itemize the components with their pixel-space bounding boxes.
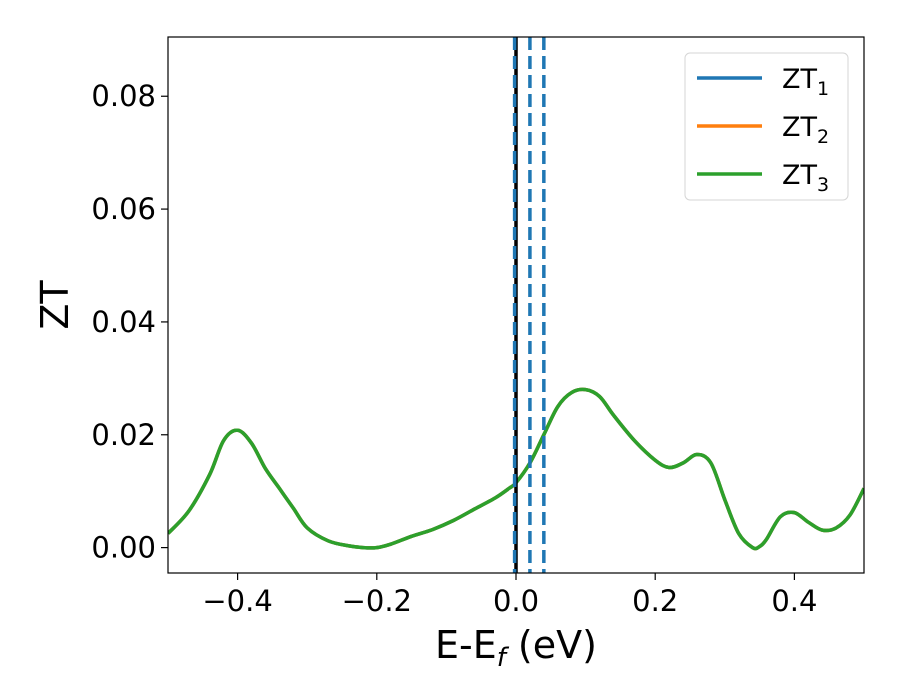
x-axis-ticks: −0.4 −0.2 0.0 0.2 0.4	[202, 573, 817, 618]
x-tick-label: 0.2	[632, 584, 678, 618]
x-axis-title-sub: f	[497, 643, 510, 673]
x-tick-label: −0.4	[202, 584, 272, 618]
series-layer	[168, 387, 864, 551]
x-tick-label: −0.2	[342, 584, 412, 618]
legend-label-zt2: ZT2	[782, 112, 829, 148]
y-axis-ticks: 0.00 0.02 0.04 0.06 0.08	[91, 79, 168, 565]
y-tick-label: 0.04	[91, 305, 156, 339]
x-axis-title-main: E-E	[435, 623, 497, 667]
y-tick-label: 0.08	[91, 79, 156, 113]
y-axis-title: ZT	[33, 280, 77, 330]
x-axis-title: E-Ef (eV)	[435, 623, 597, 673]
x-axis-title-unit: (eV)	[518, 623, 597, 667]
x-tick-label: 0.0	[493, 584, 539, 618]
y-tick-label: 0.06	[91, 192, 156, 226]
y-tick-label: 0.02	[91, 418, 156, 452]
legend-box	[684, 52, 849, 201]
legend-label-zt1: ZT1	[782, 64, 829, 100]
legend: ZT1 ZT2 ZT3	[684, 52, 849, 201]
series-line-zt3	[168, 387, 864, 551]
y-tick-label: 0.00	[91, 531, 156, 565]
legend-entries: ZT1 ZT2 ZT3	[697, 64, 829, 196]
x-tick-label: 0.4	[771, 584, 817, 618]
vline-layer	[512, 37, 546, 573]
legend-label-zt3: ZT3	[782, 160, 829, 196]
